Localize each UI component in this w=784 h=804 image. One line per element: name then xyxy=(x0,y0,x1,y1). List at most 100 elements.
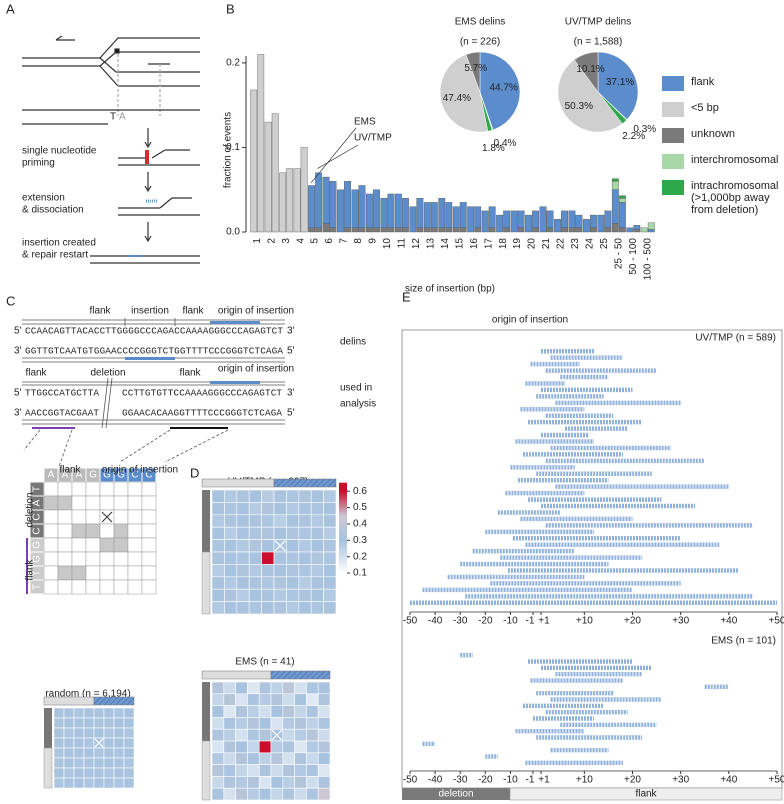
colorbar-label: 0.2 xyxy=(353,551,367,562)
row-label: delins xyxy=(340,337,366,348)
legend: flank <5 bp unknown interchromosomal intrach… xyxy=(662,76,782,227)
grid-cell xyxy=(71,523,87,539)
bar-segment xyxy=(597,214,605,233)
grid-cell xyxy=(127,495,143,511)
heatmap-cell xyxy=(258,787,272,801)
heatmap-cell xyxy=(323,539,337,553)
heatmap-cell xyxy=(211,728,225,742)
heatmap-cell xyxy=(236,526,250,540)
x-tick-label: +30 xyxy=(672,775,689,786)
heatmap-cell xyxy=(306,740,319,754)
heatmap-cell xyxy=(273,502,287,516)
colorbar-step xyxy=(339,530,347,534)
grid-header: deletion xyxy=(25,492,36,527)
pie-slice xyxy=(573,51,599,93)
heatmap-cell xyxy=(317,717,331,730)
heatmap-cell xyxy=(273,564,287,578)
heatmap-cell xyxy=(103,707,115,719)
base-label: A xyxy=(119,112,126,123)
sequence: AACCGGTACGAAT xyxy=(25,407,99,418)
heatmap-cell xyxy=(323,514,337,528)
grid-cell xyxy=(99,551,115,567)
panel-label: A xyxy=(6,1,15,16)
bar-segment xyxy=(503,227,511,233)
x-tick-label: 25 xyxy=(599,238,610,250)
grid-cell xyxy=(113,495,129,511)
heatmap-cell xyxy=(211,576,225,590)
panel-title: origin of insertion xyxy=(492,315,568,326)
heatmap-cell xyxy=(298,564,312,578)
heatmap-cell xyxy=(53,707,65,719)
heatmap-cell xyxy=(286,514,300,528)
heatmap-cell xyxy=(298,601,312,615)
heatmap-cell xyxy=(261,514,275,528)
heatmap-cell xyxy=(224,514,238,528)
heatmap-cell xyxy=(123,737,135,749)
heatmap-cell xyxy=(211,564,225,578)
bar-segment xyxy=(423,202,431,228)
heatmap-cell xyxy=(248,514,262,528)
x-tick-label: 21 xyxy=(541,238,552,250)
heatmap-cell xyxy=(223,764,236,777)
grid-letter: C xyxy=(32,513,43,520)
heatmap-cell xyxy=(248,576,262,590)
bar-segment xyxy=(430,227,438,233)
heatmap-cell xyxy=(248,564,262,578)
x-tick-label: +1 xyxy=(538,775,550,786)
heatmap-cell xyxy=(211,551,225,565)
heatmap-cell xyxy=(323,502,337,516)
heatmap-cell xyxy=(223,693,236,706)
grid-cell xyxy=(43,565,59,581)
colorbar-step xyxy=(339,570,347,574)
heatmap-cell xyxy=(270,752,284,765)
heatmap-cell xyxy=(248,539,262,553)
bar-segment xyxy=(488,227,496,233)
x-tick-label: -20 xyxy=(478,775,493,786)
x-tick-label: +20 xyxy=(624,616,641,627)
bar-segment xyxy=(322,176,330,224)
heatmap-cell xyxy=(113,727,125,739)
grid-letter: T xyxy=(32,570,43,576)
legend-entry: unknown xyxy=(662,128,782,143)
heatmap-cell xyxy=(294,681,307,695)
heatmap-cell xyxy=(235,728,248,742)
x-tick-label: +20 xyxy=(624,775,641,786)
step-label: & repair restart xyxy=(22,250,88,261)
bar-segment xyxy=(438,197,446,228)
grid-cell xyxy=(127,565,143,581)
heatmap-cell xyxy=(273,551,287,565)
heatmap-cell xyxy=(310,564,324,578)
grid-cell xyxy=(43,523,59,539)
x-tick-label: 8 xyxy=(353,238,364,244)
bar-segment xyxy=(633,229,641,233)
colorbar-step xyxy=(339,499,347,503)
x-tick-label: -10 xyxy=(503,775,518,786)
grid-letter: G xyxy=(117,470,125,481)
heatmap-cell xyxy=(73,777,85,789)
legend-swatch xyxy=(662,180,684,195)
colorbar-step xyxy=(339,546,347,550)
grid-cell xyxy=(127,537,143,553)
heatmap-cell xyxy=(103,777,115,789)
heatmap-cell xyxy=(73,767,85,779)
grid-cell xyxy=(85,523,101,539)
heatmap-cell xyxy=(270,681,284,695)
legend-entry: <5 bp xyxy=(662,102,782,117)
heatmap-cell xyxy=(103,767,115,779)
colorbar-step xyxy=(339,508,347,512)
colorbar-step xyxy=(339,511,347,515)
heatmap-cell xyxy=(247,681,260,695)
bar-segment xyxy=(300,147,308,233)
grid-cell xyxy=(141,551,157,567)
origin-strip xyxy=(93,696,135,706)
bar-segment xyxy=(452,227,460,233)
heatmap-cell xyxy=(286,539,300,553)
legend-swatch xyxy=(662,76,684,91)
heatmap-cell xyxy=(323,601,337,615)
bar-segment xyxy=(430,202,438,228)
heatmap-cell xyxy=(236,588,250,602)
heatmap-cell xyxy=(270,764,284,777)
grid-letter: T xyxy=(32,584,43,590)
heatmap-cell xyxy=(294,752,307,765)
heatmap-cell xyxy=(235,787,248,801)
